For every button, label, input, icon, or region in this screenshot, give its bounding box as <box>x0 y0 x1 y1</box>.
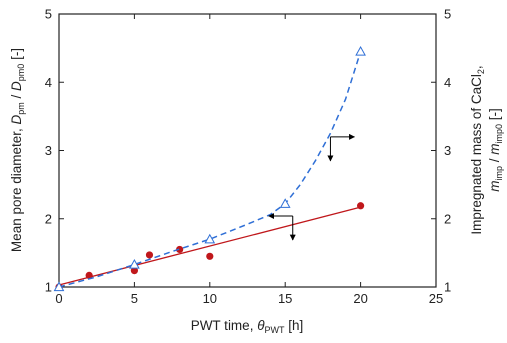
x-axis-ticks: 0 5 10 15 20 25 <box>55 14 443 306</box>
y-left-tick-label: 2 <box>45 211 52 226</box>
y-left-tick-label: 5 <box>45 7 52 22</box>
y-right-tick-label: 3 <box>444 143 451 158</box>
y-right-label-sep: / <box>487 155 502 166</box>
impregnated-mass-point <box>279 198 291 208</box>
y-left-label-sub2: pm0 <box>16 64 26 82</box>
pore-diameter-point <box>145 251 154 259</box>
y-left-tick-label: 4 <box>45 75 52 90</box>
impregnated-mass-point <box>53 281 65 292</box>
y-left-label-sub1: pm <box>16 102 26 115</box>
y-left-label-sep: / <box>9 91 24 102</box>
x-tick-label: 15 <box>278 291 292 306</box>
impregnated-mass-point <box>129 258 140 269</box>
pore-diameter-point <box>85 271 93 279</box>
y-left-tick-label: 3 <box>45 143 52 158</box>
y-right-axis-label-line2: mimp / mimp0 [-] <box>487 108 504 192</box>
y-left-axis-ticks: 1 2 3 4 5 <box>45 7 64 295</box>
x-axis-label: PWT time, θPWT [h] <box>191 318 304 335</box>
y-right-label-line1-tail: , <box>469 65 484 69</box>
y-left-tick-label: 1 <box>45 280 52 295</box>
y-right-tick-label: 5 <box>444 7 451 22</box>
plot-frame <box>58 13 437 288</box>
y-right-label-sub2: imp0 <box>494 124 504 144</box>
y-left-label-symbol2: D <box>9 81 24 91</box>
series-layer <box>53 46 366 292</box>
y-right-label-sub1: imp <box>494 166 504 181</box>
impregnated-mass-dashed-curve <box>58 51 362 288</box>
y-right-tick-label: 2 <box>444 211 451 226</box>
y-right-label-line1-sub: 2 <box>476 69 486 74</box>
pore-diameter-fit-line <box>58 206 361 286</box>
pore-diameter-point <box>130 267 138 275</box>
annotation-layer <box>268 133 356 241</box>
x-tick-label: 10 <box>203 291 217 306</box>
y-right-axis-label-line1: Impregnated mass of CaCl2, <box>469 65 486 234</box>
pore-diameter-point <box>176 245 184 254</box>
y-right-tick-label: 4 <box>444 75 451 90</box>
y-right-label-line1-text: Impregnated mass of CaCl <box>469 74 484 235</box>
x-tick-label: 0 <box>55 291 62 306</box>
y-left-axis-label: Mean pore diameter, Dpm / Dpm0 [-] <box>9 48 26 252</box>
y-right-axis-ticks: 1 2 3 4 5 <box>431 7 451 295</box>
y-right-label-symbol2: m <box>487 143 502 154</box>
x-axis-label-symbol: θ <box>257 318 265 333</box>
y-left-label-text: Mean pore diameter, <box>9 124 24 252</box>
impregnated-mass-point <box>204 233 216 244</box>
x-axis-label-text: PWT time, <box>191 318 258 333</box>
impregnated-mass-point <box>355 46 366 56</box>
y-left-label-unit: [-] <box>9 48 24 64</box>
pore-diameter-point <box>357 202 365 210</box>
y-right-tick-label: 1 <box>444 280 451 295</box>
pore-diameter-point <box>206 252 214 260</box>
x-tick-label: 25 <box>429 291 443 306</box>
x-tick-label: 20 <box>353 291 367 306</box>
x-axis-label-subscript: PWT <box>265 325 285 335</box>
y-left-label-symbol1: D <box>9 114 24 124</box>
x-axis-label-unit: [h] <box>285 318 304 333</box>
y-right-label-unit: [-] <box>487 108 502 124</box>
x-tick-label: 5 <box>131 291 138 306</box>
y-right-label-symbol1: m <box>487 181 502 192</box>
